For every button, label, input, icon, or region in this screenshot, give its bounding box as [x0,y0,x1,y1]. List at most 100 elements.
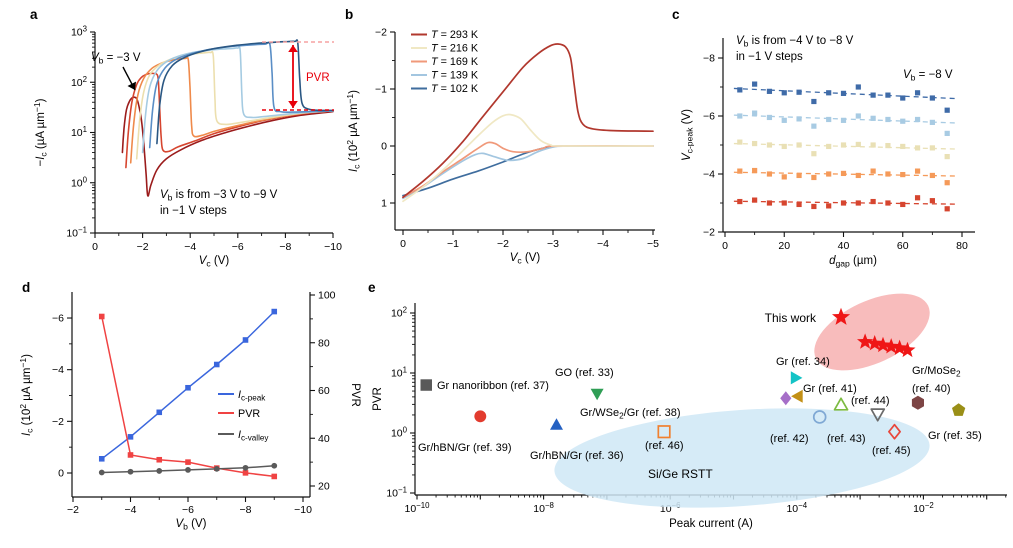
row-Vb8V [733,81,957,113]
svg-text:102: 102 [391,306,407,320]
point-GOref33 [590,388,604,401]
svg-text:−8: −8 [240,504,252,516]
svg-text:T = 216 K: T = 216 K [431,43,479,55]
curve-Vb3V [121,96,334,197]
svg-text:0: 0 [58,468,64,480]
curve-Vb9V [156,39,334,145]
svg-text:in −1 V steps: in −1 V steps [736,51,803,63]
svg-text:Ic-peak: Ic-peak [238,389,266,403]
svg-text:−4: −4 [703,169,715,181]
svg-text:Vb (V): Vb (V) [176,518,207,532]
svg-text:−8: −8 [703,53,715,65]
svg-text:−10: −10 [324,241,342,253]
Si-Ge-RSTT-region [554,408,930,508]
svg-text:0: 0 [92,241,98,253]
point-GrWSe2Grref38 [780,391,792,406]
svg-text:Vc (V): Vc (V) [199,255,230,269]
point-Grref41 [791,389,803,403]
svg-text:Gr/hBN/Gr (ref. 36): Gr/hBN/Gr (ref. 36) [530,450,624,462]
svg-text:10−1: 10−1 [386,486,407,500]
svg-text:80: 80 [318,337,330,349]
svg-text:80: 80 [956,240,968,252]
svg-text:−4: −4 [597,238,609,250]
svg-text:Vb is from −3 V to −9 V: Vb is from −3 V to −9 V [160,189,278,203]
svg-text:−4: −4 [184,241,196,253]
svg-text:−4: −4 [52,364,64,376]
svg-text:Gr (ref. 34): Gr (ref. 34) [776,356,830,368]
point-ref46 [657,425,671,439]
panel-c-annotations: Vb is from −4 V to −8 V in −1 V steps Vb =… [736,35,953,83]
svg-text:10−4: 10−4 [786,501,807,515]
svg-text:−6: −6 [232,241,244,253]
curve-Vb7V [141,46,334,154]
point-Grnanoribbonref37 [420,379,432,391]
svg-text:T = 169 K: T = 169 K [431,56,479,68]
points-this-work [832,307,916,358]
row-Vb6V [733,139,957,160]
svg-text:−2: −2 [375,27,387,39]
svg-text:in −1 V steps: in −1 V steps [160,205,227,217]
svg-text:(ref. 45): (ref. 45) [872,445,911,457]
curve-T216K [402,113,654,203]
svg-text:Ic (102 µA µm−1): Ic (102 µA µm−1) [345,90,362,172]
svg-text:−2: −2 [52,416,64,428]
svg-text:101: 101 [71,125,87,139]
panel-letter-a: a [30,7,38,22]
svg-text:10−10: 10−10 [404,501,430,515]
svg-text:100: 100 [71,175,88,189]
svg-text:1: 1 [381,198,387,210]
point-ref42 [812,410,827,424]
svg-text:Vb is from −4 V to −8 V: Vb is from −4 V to −8 V [736,35,854,49]
svg-text:−3: −3 [547,238,559,250]
curve-T102K [402,145,654,197]
svg-text:dgap (µm): dgap (µm) [829,255,877,269]
svg-text:60: 60 [318,385,330,397]
point-Grref35 [952,403,966,416]
svg-text:101: 101 [391,366,407,380]
svg-text:0: 0 [381,141,387,153]
svg-text:−5: −5 [647,238,659,250]
curve-T169K [402,141,654,199]
row-Vb7V [733,110,957,136]
svg-text:T = 139 K: T = 139 K [431,70,479,82]
svg-text:(ref. 44): (ref. 44) [851,395,890,407]
svg-text:PVR: PVR [349,383,361,407]
svg-text:Vc (V): Vc (V) [510,252,541,266]
svg-text:0: 0 [722,240,728,252]
svg-text:−6: −6 [182,504,194,516]
svg-text:10−2: 10−2 [913,501,934,515]
panel-d-legend: Ic-peak PVR Ic-valley [218,389,269,443]
svg-text:Gr (ref. 41): Gr (ref. 41) [803,383,857,395]
svg-text:Vc-peak (V): Vc-peak (V) [681,109,695,161]
svg-text:10−1: 10−1 [66,226,87,240]
curve-Vb6V [135,50,334,160]
curve-Vb5V [129,56,334,164]
svg-text:Si/Ge RSTT: Si/Ge RSTT [648,467,713,481]
svg-text:(ref. 46): (ref. 46) [645,440,684,452]
svg-text:−1: −1 [447,238,459,250]
svg-text:Gr (ref. 35): Gr (ref. 35) [928,430,982,442]
panel-b-series [402,43,654,203]
svg-text:PVR: PVR [372,387,384,411]
svg-text:−6: −6 [52,313,64,325]
svg-text:PVR: PVR [306,72,330,84]
svg-text:T = 293 K: T = 293 K [431,29,479,41]
panel-d-series [98,308,278,480]
svg-text:PVR: PVR [238,408,260,420]
svg-text:Gr/hBN/Gr (ref. 39): Gr/hBN/Gr (ref. 39) [418,442,512,454]
svg-text:Gr/MoSe2: Gr/MoSe2 [912,365,961,379]
svg-text:−2: −2 [497,238,509,250]
svg-text:20: 20 [778,240,790,252]
panel-d-chart: 0 −2 −4 −6 20 40 60 80 100 −2 −4 −6 −8 −10 Vb (V) Ic (1… [18,290,361,532]
panel-d-axes: 0 −2 −4 −6 20 40 60 80 100 −2 −4 −6 −8 −10 Vb (V) Ic (1… [18,290,361,532]
svg-text:(ref. 40): (ref. 40) [912,383,951,395]
svg-text:−2: −2 [703,227,715,239]
svg-text:−6: −6 [703,111,715,123]
point-ref45 [888,423,901,440]
panel-letter-d: d [22,280,31,295]
svg-text:10−8: 10−8 [533,501,554,515]
series-Ic-valley [98,462,278,476]
svg-text:−1: −1 [375,84,387,96]
point-GrMoSe2ref40 [911,395,924,410]
svg-text:GO (ref. 33): GO (ref. 33) [555,367,614,379]
